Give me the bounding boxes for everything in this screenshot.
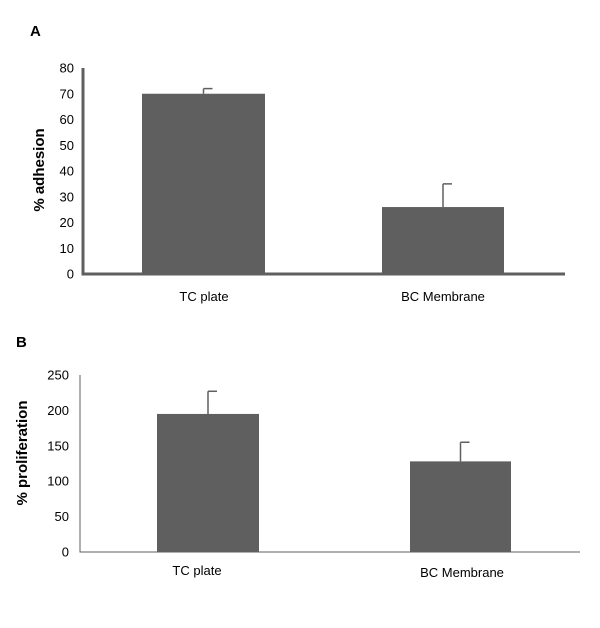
panel-b-y-tick-50: 50 xyxy=(55,509,69,524)
panel-a-y-tick-80: 80 xyxy=(60,61,74,76)
panel-b-y-tick-0: 0 xyxy=(62,545,69,560)
panel-b-label: B xyxy=(16,334,27,351)
panel-a-axes xyxy=(81,68,565,276)
panel-a-y-tick-labels: 0 10 20 30 40 50 60 70 80 xyxy=(60,61,74,282)
panel-b-error-bars xyxy=(207,390,470,462)
panel-b-bars xyxy=(157,413,511,552)
panel-a-y-axis-title: % adhesion xyxy=(31,128,48,211)
panel-a-bar-bc-membrane xyxy=(382,207,504,274)
panel-b-bar-bc-membrane xyxy=(410,461,511,552)
panel-a-label: A xyxy=(30,23,41,40)
panel-a-error-bars xyxy=(202,87,452,208)
panel-a-bars xyxy=(142,93,504,274)
panel-b-error-bar-bc-membrane xyxy=(459,441,470,462)
panel-b-y-tick-150: 150 xyxy=(47,438,69,453)
panel-a-y-tick-0: 0 xyxy=(67,267,74,282)
panel-a-error-bar-tc-plate xyxy=(202,87,213,94)
panel-b-category-label-bc-membrane: BC Membrane xyxy=(420,565,504,580)
panel-b: B % proliferation 0 50 100 150 200 250 TC pla… xyxy=(14,334,580,580)
panel-a-y-tick-40: 40 xyxy=(60,164,74,179)
panel-b-y-tick-250: 250 xyxy=(47,368,69,383)
panel-a-y-tick-60: 60 xyxy=(60,112,74,127)
panel-a-bar-tc-plate xyxy=(142,93,265,274)
panel-a-y-tick-10: 10 xyxy=(60,241,74,256)
panel-a-y-tick-20: 20 xyxy=(60,215,74,230)
panel-b-bar-tc-plate xyxy=(157,413,259,552)
panel-a-y-tick-70: 70 xyxy=(60,86,74,101)
panel-a-y-tick-50: 50 xyxy=(60,138,74,153)
panel-b-y-axis-title: % proliferation xyxy=(14,400,31,505)
panel-a-category-label-bc-membrane: BC Membrane xyxy=(401,289,485,304)
panel-a-category-label-tc-plate: TC plate xyxy=(179,289,228,304)
panel-b-y-tick-100: 100 xyxy=(47,474,69,489)
panel-a-y-tick-30: 30 xyxy=(60,189,74,204)
panel-b-axes xyxy=(79,375,580,553)
panel-b-y-tick-labels: 0 50 100 150 200 250 xyxy=(47,368,69,560)
panel-b-y-tick-200: 200 xyxy=(47,403,69,418)
panel-a-error-bar-bc-membrane xyxy=(442,183,452,208)
panel-b-category-label-tc-plate: TC plate xyxy=(172,563,221,578)
panel-b-error-bar-tc-plate xyxy=(207,390,217,414)
